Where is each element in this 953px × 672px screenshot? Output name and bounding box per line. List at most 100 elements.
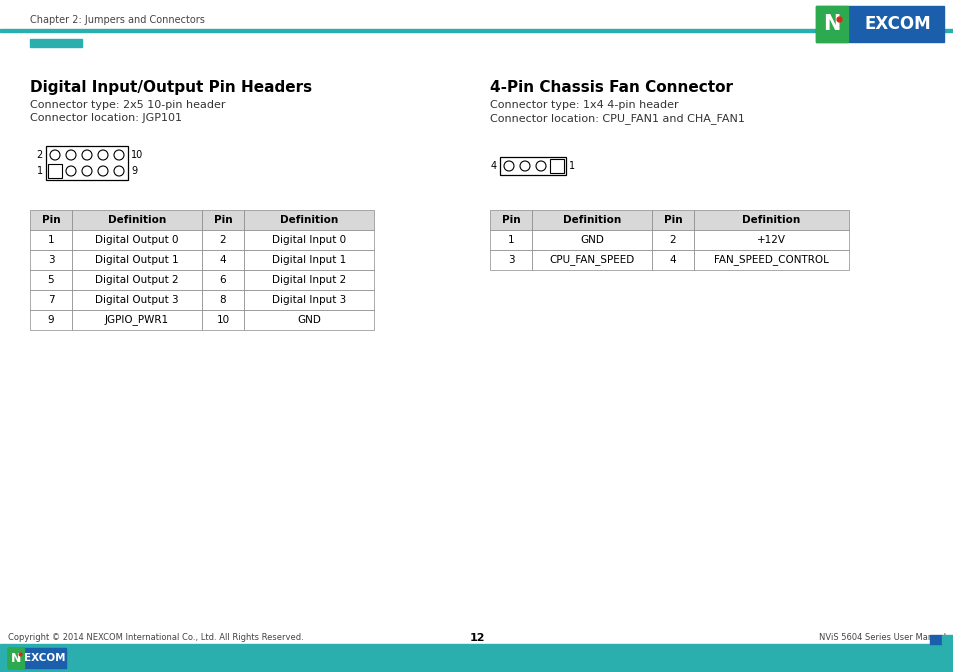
Text: 5: 5	[48, 275, 54, 285]
Text: 9: 9	[131, 166, 137, 176]
Text: Pin: Pin	[663, 215, 681, 225]
Text: Pin: Pin	[42, 215, 60, 225]
Bar	[550, 159, 563, 173]
Text: NViS 5604 Series User Manual: NViS 5604 Series User Manual	[818, 634, 945, 642]
Bar	[244, 290, 374, 310]
Text: 7: 7	[48, 295, 54, 305]
Text: CPU_FAN_SPEED: CPU_FAN_SPEED	[549, 255, 634, 265]
Text: 4: 4	[219, 255, 226, 265]
Bar	[8, 648, 24, 668]
Bar	[0, 644, 953, 672]
Text: Digital Input 0: Digital Input 0	[272, 235, 346, 245]
Bar	[30, 270, 71, 290]
Text: 8: 8	[219, 295, 226, 305]
Bar	[490, 210, 532, 230]
Text: Definition: Definition	[279, 215, 337, 225]
Text: EXCOM: EXCOM	[24, 653, 66, 663]
Bar	[202, 290, 244, 310]
Text: Digital Input 2: Digital Input 2	[272, 275, 346, 285]
Bar	[929, 635, 941, 644]
Text: JGPIO_PWR1: JGPIO_PWR1	[105, 314, 169, 325]
Bar	[532, 210, 651, 230]
Text: EXCOM: EXCOM	[863, 15, 930, 33]
Bar	[71, 250, 202, 270]
Text: Pin: Pin	[501, 215, 519, 225]
Text: Connector location: CPU_FAN1 and CHA_FAN1: Connector location: CPU_FAN1 and CHA_FAN…	[490, 113, 744, 124]
Text: 1: 1	[568, 161, 575, 171]
Text: Digital Input/Output Pin Headers: Digital Input/Output Pin Headers	[30, 80, 312, 95]
Bar	[30, 210, 71, 230]
Bar	[651, 230, 693, 250]
Bar	[30, 310, 71, 330]
Bar	[815, 6, 847, 42]
Bar	[71, 230, 202, 250]
Bar	[490, 250, 532, 270]
Text: 6: 6	[219, 275, 226, 285]
Text: 1: 1	[507, 235, 514, 245]
Bar	[815, 6, 943, 42]
Bar	[532, 250, 651, 270]
Text: Digital Output 1: Digital Output 1	[95, 255, 178, 265]
Text: 4-Pin Chassis Fan Connector: 4-Pin Chassis Fan Connector	[490, 80, 732, 95]
Text: N: N	[10, 651, 21, 665]
Bar	[202, 310, 244, 330]
Bar	[46, 146, 128, 180]
Bar	[244, 210, 374, 230]
Text: Chapter 2: Jumpers and Connectors: Chapter 2: Jumpers and Connectors	[30, 15, 205, 25]
Bar	[244, 230, 374, 250]
Bar	[693, 210, 848, 230]
Bar	[71, 290, 202, 310]
Text: +12V: +12V	[757, 235, 785, 245]
Text: GND: GND	[579, 235, 603, 245]
Text: Pin: Pin	[213, 215, 233, 225]
Text: GND: GND	[296, 315, 320, 325]
Text: 12: 12	[469, 633, 484, 643]
Bar	[8, 648, 66, 668]
Text: FAN_SPEED_CONTROL: FAN_SPEED_CONTROL	[713, 255, 828, 265]
Bar	[244, 310, 374, 330]
Text: 3: 3	[507, 255, 514, 265]
Bar	[30, 39, 82, 47]
Text: Connector location: JGP101: Connector location: JGP101	[30, 113, 182, 123]
Bar	[71, 210, 202, 230]
Bar	[30, 290, 71, 310]
Bar	[0, 29, 953, 32]
Text: 2: 2	[219, 235, 226, 245]
Bar	[651, 210, 693, 230]
Bar	[71, 270, 202, 290]
Text: Digital Output 2: Digital Output 2	[95, 275, 178, 285]
Text: Definition: Definition	[741, 215, 800, 225]
Text: 2: 2	[669, 235, 676, 245]
Bar	[202, 210, 244, 230]
Text: N: N	[822, 14, 840, 34]
Bar	[651, 250, 693, 270]
Bar	[30, 230, 71, 250]
Bar	[693, 250, 848, 270]
Bar	[941, 635, 953, 644]
Text: 1: 1	[48, 235, 54, 245]
Bar	[693, 230, 848, 250]
Bar	[202, 250, 244, 270]
Text: Copyright © 2014 NEXCOM International Co., Ltd. All Rights Reserved.: Copyright © 2014 NEXCOM International Co…	[8, 634, 303, 642]
Text: 1: 1	[37, 166, 43, 176]
Text: 10: 10	[216, 315, 230, 325]
Text: 3: 3	[48, 255, 54, 265]
Text: Digital Input 1: Digital Input 1	[272, 255, 346, 265]
Text: Digital Output 0: Digital Output 0	[95, 235, 178, 245]
Text: Digital Input 3: Digital Input 3	[272, 295, 346, 305]
Bar	[244, 250, 374, 270]
Text: 4: 4	[669, 255, 676, 265]
Bar	[532, 230, 651, 250]
Text: Connector type: 1x4 4-pin header: Connector type: 1x4 4-pin header	[490, 100, 678, 110]
Text: 10: 10	[131, 150, 143, 160]
Text: 2: 2	[37, 150, 43, 160]
Text: 4: 4	[491, 161, 497, 171]
Text: Digital Output 3: Digital Output 3	[95, 295, 178, 305]
Bar	[48, 164, 62, 178]
Bar	[490, 230, 532, 250]
Bar	[244, 270, 374, 290]
Text: 9: 9	[48, 315, 54, 325]
Bar	[202, 230, 244, 250]
Text: Definition: Definition	[562, 215, 620, 225]
Text: Definition: Definition	[108, 215, 166, 225]
